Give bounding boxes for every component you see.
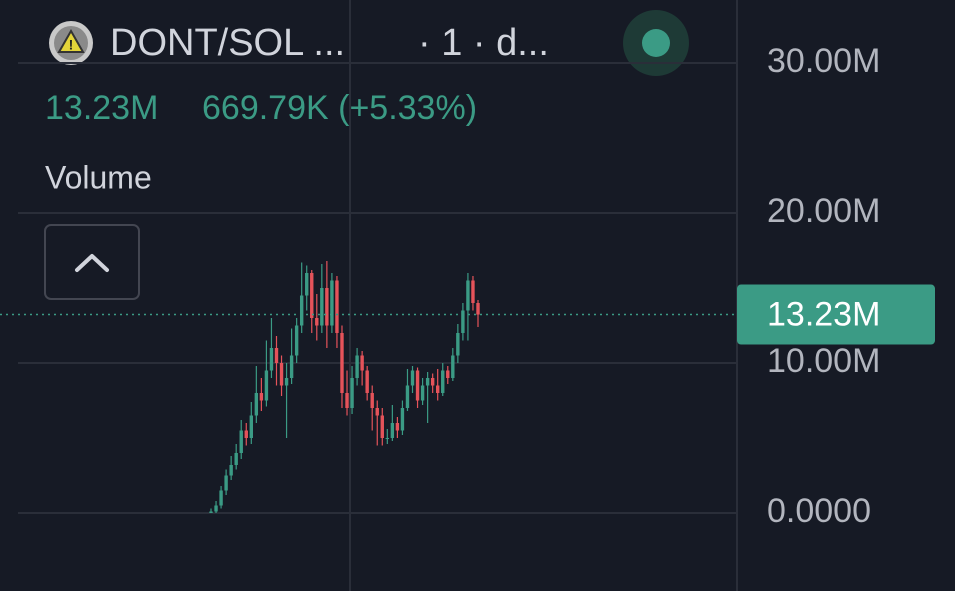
candle-body bbox=[410, 370, 415, 386]
candle-body bbox=[345, 393, 349, 408]
candle-body bbox=[234, 453, 238, 465]
symbol-icon: ! bbox=[49, 21, 93, 65]
candle-body bbox=[395, 423, 400, 431]
status-dot bbox=[623, 10, 689, 76]
candle-body bbox=[214, 505, 218, 512]
change-label: 669.79K (+5.33%) bbox=[202, 89, 477, 127]
candle-body bbox=[476, 303, 480, 315]
indicator-label: Volume bbox=[45, 159, 152, 195]
candle-body bbox=[209, 511, 213, 513]
candle-body bbox=[446, 370, 450, 378]
chart-title: DONT/SOL ... bbox=[110, 22, 345, 64]
candle-body bbox=[269, 348, 274, 371]
svg-text:!: ! bbox=[69, 37, 74, 53]
candle-body bbox=[320, 288, 324, 326]
last-value: 13.23M bbox=[45, 89, 158, 127]
candle-body bbox=[441, 370, 445, 393]
y-tick-label: 10.00M bbox=[767, 342, 880, 380]
candle-body bbox=[224, 475, 228, 491]
last-price-tag bbox=[737, 284, 935, 345]
candle-body bbox=[451, 355, 455, 378]
candle-body bbox=[360, 355, 364, 371]
last-price-label: 13.23M bbox=[767, 296, 880, 334]
candle-body bbox=[400, 408, 405, 431]
y-tick-label: 20.00M bbox=[767, 192, 880, 230]
candle-body bbox=[249, 415, 254, 438]
candle-body bbox=[315, 318, 319, 326]
y-tick-label: 0.0000 bbox=[767, 492, 871, 530]
candle-body bbox=[244, 430, 248, 438]
candle-body bbox=[380, 415, 384, 438]
candle-body bbox=[340, 333, 344, 393]
candle-body bbox=[259, 393, 264, 401]
candle-body bbox=[264, 370, 269, 401]
candle-body bbox=[425, 378, 430, 386]
candle-body bbox=[405, 385, 410, 408]
candle-body bbox=[466, 280, 470, 311]
candle-body bbox=[430, 378, 435, 386]
candle-body bbox=[370, 393, 374, 408]
candle-body bbox=[289, 355, 294, 378]
candle-body bbox=[385, 438, 390, 439]
candle-body bbox=[274, 348, 279, 363]
candle-body bbox=[325, 288, 329, 326]
candle-body bbox=[294, 325, 299, 356]
candle-body bbox=[279, 363, 284, 386]
candle-body bbox=[415, 370, 420, 401]
candle-body bbox=[299, 295, 304, 326]
candle-body bbox=[350, 378, 354, 408]
candle-body bbox=[435, 385, 440, 393]
candle-body bbox=[284, 378, 289, 386]
candle-body bbox=[229, 465, 233, 476]
candle-body bbox=[456, 333, 460, 356]
candle-body bbox=[471, 280, 475, 303]
candle-body bbox=[305, 273, 309, 296]
candle-body bbox=[365, 370, 369, 393]
candle-body bbox=[461, 310, 465, 333]
candle-body bbox=[310, 273, 314, 318]
candle-body bbox=[420, 385, 425, 401]
candle-body bbox=[239, 430, 243, 453]
candle-body bbox=[254, 393, 259, 416]
candle-body bbox=[355, 355, 359, 378]
chart-subtitle: · 1 · d... bbox=[418, 22, 549, 64]
candle-body bbox=[335, 280, 339, 333]
candle-body bbox=[330, 280, 334, 326]
candle-body bbox=[375, 408, 379, 416]
candle-body bbox=[390, 423, 395, 438]
collapse-button[interactable] bbox=[44, 224, 140, 300]
y-tick-label: 30.00M bbox=[767, 42, 880, 80]
candle-body bbox=[219, 490, 223, 506]
